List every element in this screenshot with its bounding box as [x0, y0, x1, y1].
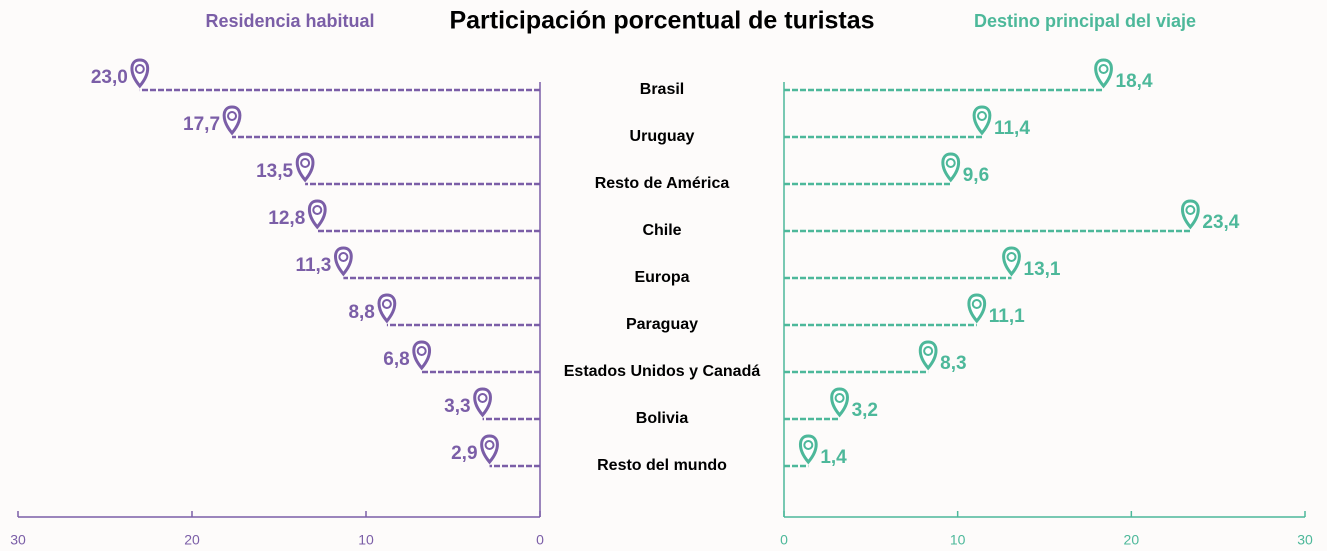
data-label: 1,4 — [820, 447, 847, 468]
pin-marker — [1002, 246, 1021, 277]
pin-dot — [300, 158, 311, 168]
category-label: Resto de América — [595, 175, 730, 192]
series-name: Destino principal del viaje — [974, 11, 1196, 31]
pin-dot — [1098, 64, 1109, 74]
pin-dot — [1006, 252, 1017, 262]
pin-marker — [222, 105, 242, 136]
category-label: Paraguay — [626, 316, 698, 333]
x-tick-label: 30 — [10, 532, 26, 548]
data-label: 6,8 — [383, 349, 409, 370]
x-tick-label: 10 — [358, 532, 374, 548]
x-tick-label: 0 — [536, 532, 544, 548]
data-label: 11,3 — [295, 255, 331, 276]
category-label: Chile — [642, 222, 681, 239]
pin-dot — [477, 393, 488, 403]
data-label: 2,9 — [451, 443, 477, 464]
x-tick-label: 20 — [1124, 532, 1140, 548]
pin-dot — [803, 440, 814, 450]
data-label: 3,3 — [444, 396, 470, 417]
series-name: Residencia habitual — [205, 11, 374, 31]
data-label: 13,1 — [1024, 259, 1061, 280]
chart-title: Participación porcentual de turistas — [449, 7, 874, 35]
category-label: Bolivia — [636, 410, 689, 427]
pin-dot — [227, 111, 238, 121]
pin-dot — [976, 111, 987, 121]
data-label: 11,1 — [989, 306, 1025, 327]
data-label: 11,4 — [994, 118, 1030, 139]
x-tick-label: 20 — [184, 532, 200, 548]
pin-marker — [412, 340, 432, 371]
data-label: 12,8 — [268, 208, 305, 229]
pin-marker — [377, 293, 397, 324]
pin-marker — [307, 199, 327, 230]
pin-marker — [480, 434, 499, 465]
pin-dot — [134, 64, 145, 74]
data-label: 23,4 — [1202, 212, 1239, 233]
pin-dot — [484, 440, 495, 450]
pin-dot — [923, 346, 934, 356]
pin-dot — [312, 205, 323, 215]
pin-marker — [918, 340, 938, 371]
pin-marker — [473, 387, 492, 418]
category-label: Brasil — [640, 81, 684, 98]
pin-marker — [830, 387, 849, 418]
pin-marker — [972, 105, 992, 136]
pin-marker — [967, 293, 987, 324]
pin-marker — [334, 246, 353, 277]
data-label: 23,0 — [91, 67, 128, 88]
pin-marker — [130, 58, 150, 89]
data-label: 18,4 — [1116, 71, 1153, 92]
data-label: 9,6 — [963, 165, 989, 186]
pin-dot — [381, 299, 392, 309]
category-label: Estados Unidos y Canadá — [564, 363, 761, 380]
pin-dot — [834, 393, 845, 403]
pin-dot — [971, 299, 982, 309]
data-label: 8,8 — [348, 302, 374, 323]
x-tick-label: 0 — [780, 532, 788, 548]
data-label: 17,7 — [183, 114, 220, 135]
pin-marker — [1181, 199, 1200, 230]
pin-marker — [798, 434, 818, 465]
pin-dot — [1185, 205, 1196, 215]
x-tick-label: 30 — [1297, 532, 1313, 548]
pin-marker — [941, 152, 961, 183]
data-label: 3,2 — [852, 400, 878, 421]
data-label: 13,5 — [256, 161, 293, 182]
pin-marker — [1094, 58, 1113, 89]
x-tick-label: 10 — [950, 532, 966, 548]
pin-dot — [338, 252, 349, 262]
category-label: Europa — [634, 269, 689, 286]
pin-dot — [945, 158, 956, 168]
category-label: Resto del mundo — [597, 457, 727, 474]
category-label: Uruguay — [630, 128, 695, 145]
pin-marker — [295, 152, 315, 183]
data-label: 8,3 — [940, 353, 966, 374]
pin-dot — [416, 346, 427, 356]
